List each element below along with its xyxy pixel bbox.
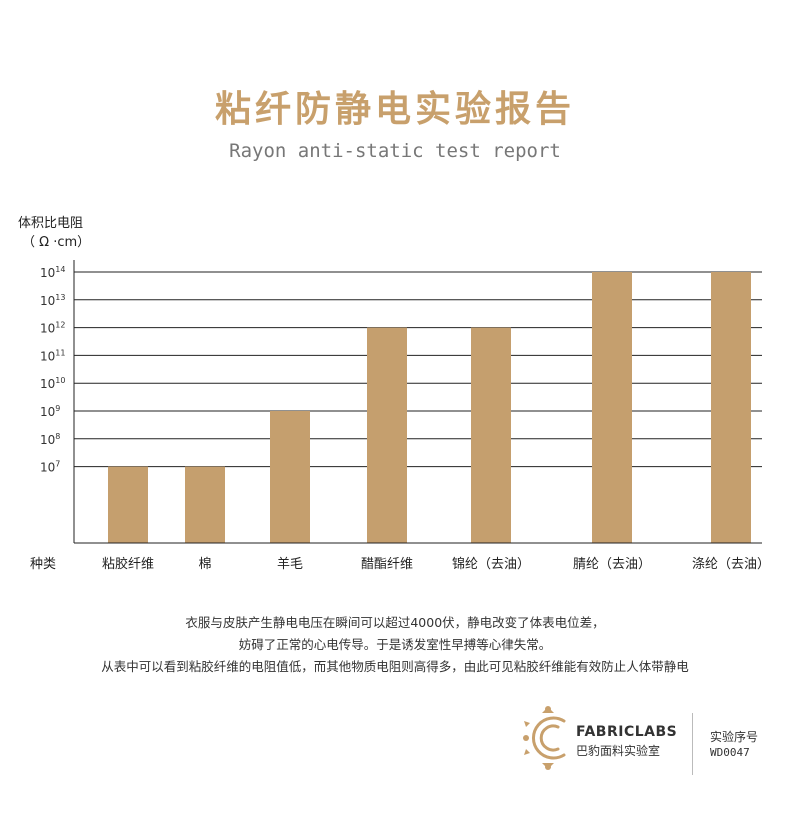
description-line-3: 从表中可以看到粘胶纤维的电阻值低，而其他物质电阻则高得多，由此可见粘胶纤维能有效… — [101, 659, 689, 674]
footer-divider — [692, 713, 693, 775]
x-category-label: 醋酯纤维 — [361, 556, 413, 572]
y-axis-label: 体积比电阻 — [18, 216, 84, 231]
bar — [367, 327, 407, 543]
x-category-label: 腈纶（去油） — [573, 557, 651, 572]
bar — [711, 272, 751, 543]
page-subtitle: Rayon anti-static test report — [229, 140, 561, 162]
grid-lines — [74, 271, 762, 468]
x-category-label: 棉 — [198, 557, 211, 572]
y-tick-label: 1010 — [40, 376, 65, 391]
bar — [108, 466, 148, 543]
x-category-label: 锦纶（去油） — [452, 557, 530, 572]
x-category-labels: 粘胶纤维 棉 羊毛 醋酯纤维 锦纶（去油） 腈纶（去油） 涤纶（去油） 种类 — [30, 556, 770, 572]
y-tick-label: 1013 — [40, 293, 65, 308]
bar — [270, 411, 310, 543]
x-category-label: 羊毛 — [277, 556, 303, 572]
description-line-1: 衣服与皮肤产生静电电压在瞬间可以超过4000伏，静电改变了体表电位差， — [185, 615, 605, 630]
page-title: 粘纤防静电实验报告 — [214, 89, 575, 130]
bar — [185, 466, 225, 543]
ornate-c-logo-icon — [523, 706, 566, 770]
y-tick-label: 108 — [40, 432, 60, 447]
x-axis-label: 种类 — [30, 557, 56, 572]
y-tick-label: 1011 — [40, 348, 65, 363]
footer-brand: FABRICLABS 巴豹面料实验室 实验序号 WD0047 — [520, 705, 790, 775]
x-category-label: 粘胶纤维 — [102, 556, 154, 572]
brand-name-cn: 巴豹面料实验室 — [576, 744, 661, 758]
description-line-2: 妨碍了正常的心电传导。于是诱发室性早搏等心律失常。 — [238, 637, 552, 652]
experiment-number: WD0047 — [710, 746, 750, 759]
x-category-label: 涤纶（去油） — [692, 557, 770, 572]
brand-name: FABRICLABS — [576, 724, 678, 740]
y-tick-label: 1014 — [40, 265, 65, 280]
y-tick-label: 109 — [40, 404, 60, 419]
bar — [592, 272, 632, 543]
y-tick-labels: 1014 1013 1012 1011 1010 109 108 107 — [40, 265, 65, 475]
bar — [471, 327, 511, 543]
resistivity-bar-chart: 1014 1013 1012 1011 1010 109 108 107 粘胶纤维 棉 羊毛 醋酯纤… — [30, 260, 770, 572]
bars — [108, 272, 751, 543]
y-tick-label: 107 — [40, 460, 60, 475]
y-tick-label: 1012 — [40, 321, 65, 336]
y-axis-unit: （ Ω ·cm） — [22, 235, 91, 250]
experiment-number-label: 实验序号 — [710, 730, 759, 744]
